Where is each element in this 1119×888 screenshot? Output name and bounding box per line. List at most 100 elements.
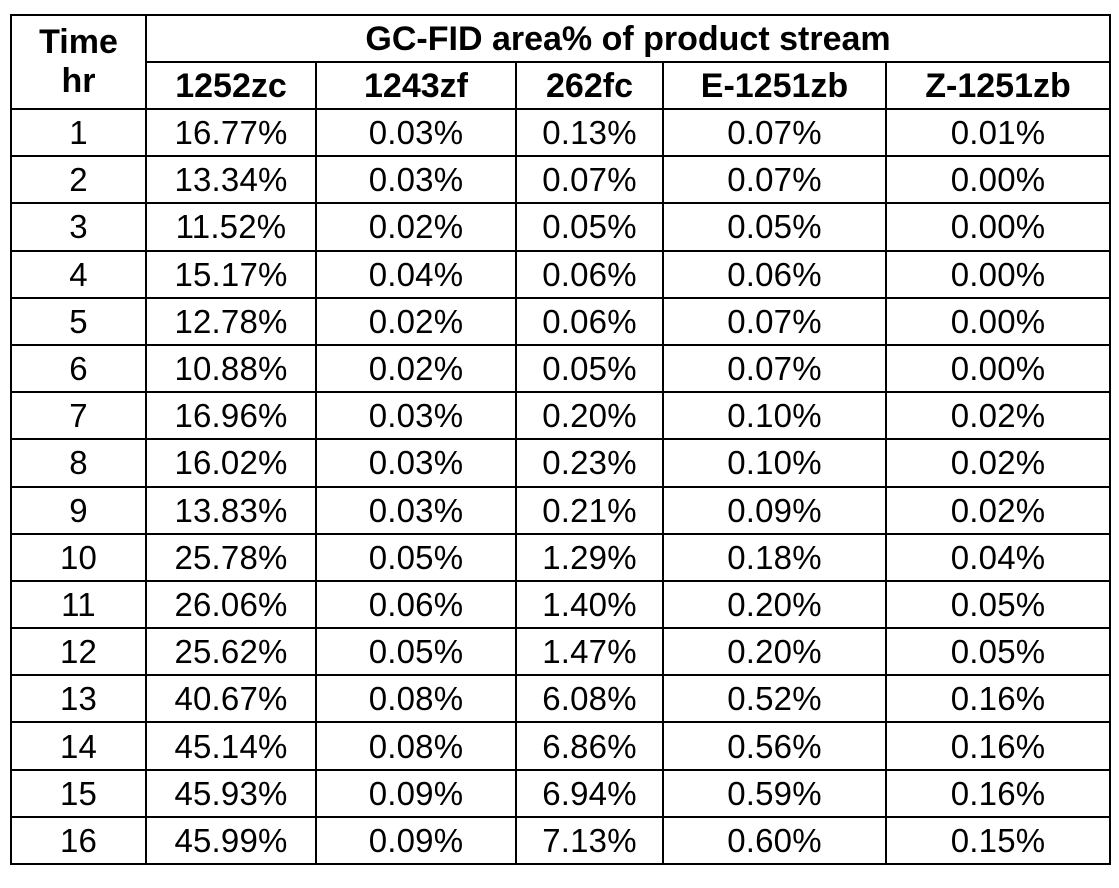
value-cell: 0.04%: [316, 251, 516, 298]
table-row: 913.83%0.03%0.21%0.09%0.02%: [11, 487, 1110, 534]
value-cell: 0.59%: [663, 770, 886, 817]
value-cell: 0.07%: [663, 345, 886, 392]
group-header: GC-FID area% of product stream: [146, 15, 1110, 62]
value-cell: 0.02%: [316, 298, 516, 345]
value-cell: 0.00%: [886, 298, 1110, 345]
time-cell: 1: [11, 109, 146, 156]
value-cell: 0.05%: [316, 534, 516, 581]
value-cell: 0.06%: [663, 251, 886, 298]
value-cell: 0.20%: [663, 581, 886, 628]
value-cell: 0.09%: [663, 487, 886, 534]
value-cell: 0.20%: [516, 392, 663, 439]
value-cell: 0.15%: [886, 817, 1110, 864]
value-cell: 0.08%: [316, 722, 516, 769]
value-cell: 0.07%: [663, 156, 886, 203]
value-cell: 0.02%: [886, 439, 1110, 486]
value-cell: 16.96%: [146, 392, 316, 439]
time-cell: 15: [11, 770, 146, 817]
table-row: 1645.99%0.09%7.13%0.60%0.15%: [11, 817, 1110, 864]
value-cell: 0.02%: [316, 203, 516, 250]
table-row: 1126.06%0.06%1.40%0.20%0.05%: [11, 581, 1110, 628]
value-cell: 0.06%: [516, 298, 663, 345]
time-cell: 6: [11, 345, 146, 392]
value-cell: 0.21%: [516, 487, 663, 534]
value-cell: 0.02%: [316, 345, 516, 392]
table-row: 512.78%0.02%0.06%0.07%0.00%: [11, 298, 1110, 345]
value-cell: 0.13%: [516, 109, 663, 156]
value-cell: 0.04%: [886, 534, 1110, 581]
value-cell: 0.60%: [663, 817, 886, 864]
value-cell: 6.94%: [516, 770, 663, 817]
value-cell: 45.14%: [146, 722, 316, 769]
table-row: 1545.93%0.09%6.94%0.59%0.16%: [11, 770, 1110, 817]
value-cell: 0.00%: [886, 203, 1110, 250]
time-cell: 10: [11, 534, 146, 581]
value-cell: 11.52%: [146, 203, 316, 250]
table-body: 116.77%0.03%0.13%0.07%0.01%213.34%0.03%0…: [11, 109, 1110, 864]
time-cell: 16: [11, 817, 146, 864]
time-cell: 3: [11, 203, 146, 250]
table-row: 1225.62%0.05%1.47%0.20%0.05%: [11, 628, 1110, 675]
time-header-line2: hr: [12, 62, 145, 101]
value-cell: 10.88%: [146, 345, 316, 392]
value-cell: 6.86%: [516, 722, 663, 769]
value-cell: 1.40%: [516, 581, 663, 628]
value-cell: 0.16%: [886, 675, 1110, 722]
value-cell: 0.10%: [663, 439, 886, 486]
table-row: 1025.78%0.05%1.29%0.18%0.04%: [11, 534, 1110, 581]
value-cell: 0.03%: [316, 156, 516, 203]
value-cell: 0.05%: [886, 628, 1110, 675]
value-cell: 0.03%: [316, 392, 516, 439]
value-cell: 7.13%: [516, 817, 663, 864]
table-row: 716.96%0.03%0.20%0.10%0.02%: [11, 392, 1110, 439]
value-cell: 0.05%: [663, 203, 886, 250]
value-cell: 0.07%: [663, 298, 886, 345]
table-row: 1445.14%0.08%6.86%0.56%0.16%: [11, 722, 1110, 769]
value-cell: 0.23%: [516, 439, 663, 486]
value-cell: 25.78%: [146, 534, 316, 581]
value-cell: 15.17%: [146, 251, 316, 298]
value-cell: 0.05%: [886, 581, 1110, 628]
value-cell: 12.78%: [146, 298, 316, 345]
gc-fid-table: Time hr GC-FID area% of product stream 1…: [10, 14, 1111, 865]
value-cell: 0.20%: [663, 628, 886, 675]
time-cell: 4: [11, 251, 146, 298]
column-header: E-1251zb: [663, 62, 886, 109]
value-cell: 1.29%: [516, 534, 663, 581]
value-cell: 0.00%: [886, 345, 1110, 392]
value-cell: 0.05%: [316, 628, 516, 675]
value-cell: 0.09%: [316, 770, 516, 817]
value-cell: 16.77%: [146, 109, 316, 156]
table-row: 816.02%0.03%0.23%0.10%0.02%: [11, 439, 1110, 486]
table-row: 116.77%0.03%0.13%0.07%0.01%: [11, 109, 1110, 156]
time-cell: 12: [11, 628, 146, 675]
value-cell: 0.05%: [516, 203, 663, 250]
value-cell: 0.02%: [886, 392, 1110, 439]
time-cell: 2: [11, 156, 146, 203]
time-cell: 5: [11, 298, 146, 345]
value-cell: 0.00%: [886, 251, 1110, 298]
value-cell: 0.56%: [663, 722, 886, 769]
time-cell: 8: [11, 439, 146, 486]
value-cell: 13.83%: [146, 487, 316, 534]
time-cell: 9: [11, 487, 146, 534]
table-row: 1340.67%0.08%6.08%0.52%0.16%: [11, 675, 1110, 722]
value-cell: 25.62%: [146, 628, 316, 675]
time-cell: 14: [11, 722, 146, 769]
table-row: 311.52%0.02%0.05%0.05%0.00%: [11, 203, 1110, 250]
value-cell: 0.16%: [886, 770, 1110, 817]
value-cell: 0.06%: [516, 251, 663, 298]
value-cell: 0.09%: [316, 817, 516, 864]
value-cell: 26.06%: [146, 581, 316, 628]
time-header-line1: Time: [12, 23, 145, 62]
value-cell: 0.06%: [316, 581, 516, 628]
value-cell: 40.67%: [146, 675, 316, 722]
value-cell: 16.02%: [146, 439, 316, 486]
value-cell: 45.99%: [146, 817, 316, 864]
time-cell: 13: [11, 675, 146, 722]
time-cell: 11: [11, 581, 146, 628]
table-row: 610.88%0.02%0.05%0.07%0.00%: [11, 345, 1110, 392]
value-cell: 0.03%: [316, 439, 516, 486]
table-row: 415.17%0.04%0.06%0.06%0.00%: [11, 251, 1110, 298]
value-cell: 0.02%: [886, 487, 1110, 534]
